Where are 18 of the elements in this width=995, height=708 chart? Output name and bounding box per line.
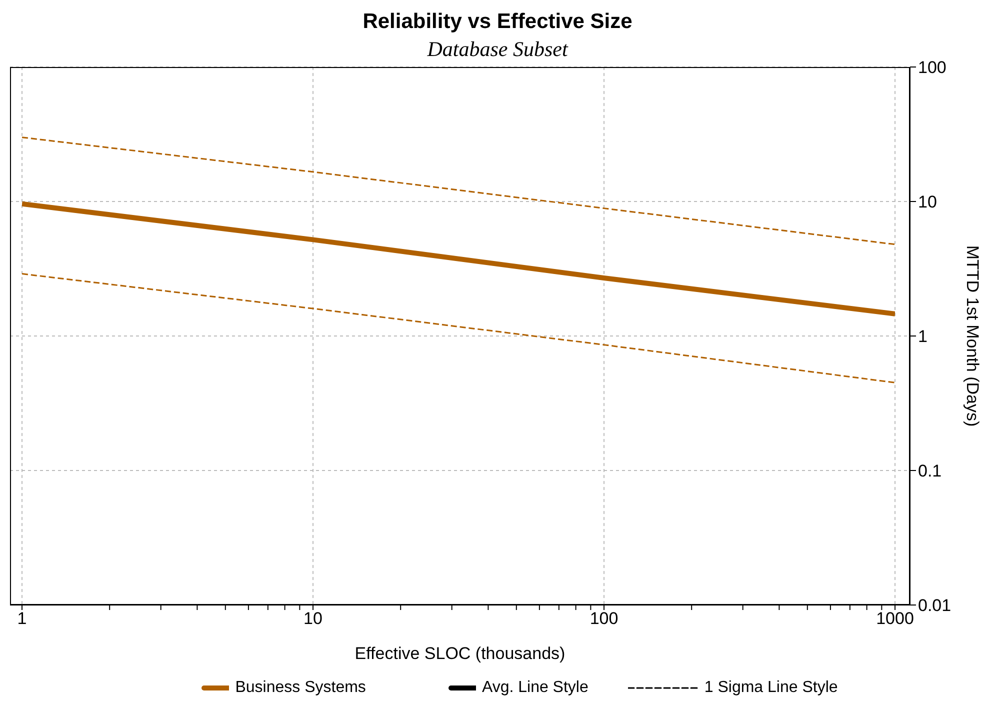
line-series [22,273,895,384]
x-tick-label: 1000 [876,609,914,628]
x-tick-label: 10 [304,609,322,628]
x-axis-title: Effective SLOC (thousands) [354,644,566,663]
line-series [22,136,895,246]
legend-label: Business Systems [235,679,366,697]
chart-title: Reliability vs Effective Size [362,9,634,35]
y-tick-label: 10 [918,192,937,212]
y-tick-label: 1 [918,327,928,346]
y-tick-label: 0.1 [918,462,942,481]
y-tick-label: 100 [918,58,946,78]
legend-label: Avg. Line Style [482,679,588,697]
x-tick-label: 1 [17,609,27,628]
y-axis-title: MTTD 1st Month (Days) [962,245,982,427]
y-tick-label: 0.01 [918,596,952,616]
chart-subtitle: Database Subset [427,37,568,61]
x-tick-label: 100 [590,609,618,628]
legend-label: 1 Sigma Line Style [704,679,838,697]
